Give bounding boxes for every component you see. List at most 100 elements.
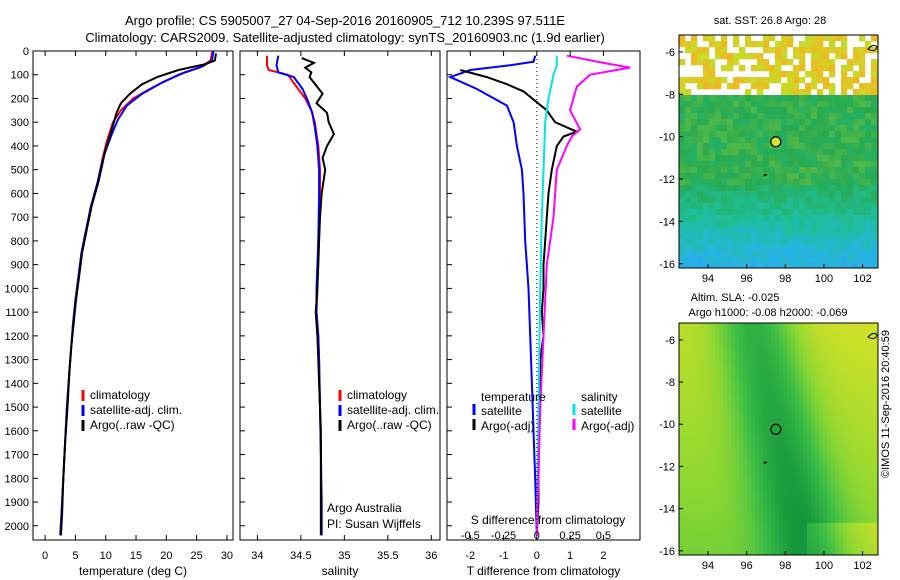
sst-map-cell [763, 257, 770, 264]
sst-map-cell [847, 59, 854, 66]
sst-map-cell [865, 239, 872, 246]
sst-map-cell [823, 215, 830, 222]
sla-map-cell [831, 347, 836, 352]
sla-map-cell [795, 343, 800, 348]
sla-map-cell [719, 423, 724, 428]
sst-map-cell [793, 89, 800, 96]
sla-map-cell [803, 507, 808, 512]
sst-map-cell [805, 251, 812, 258]
sla-map-cell [799, 459, 804, 464]
sst-map-cell [841, 125, 848, 132]
sla-map-cell [875, 463, 879, 468]
sla-map-cell [807, 371, 812, 376]
sla-map-cell [755, 551, 760, 556]
sst-map-cell [721, 215, 728, 222]
sla-map-cell [707, 387, 712, 392]
sst-map-cell [715, 227, 722, 234]
sla-map-cell [855, 391, 860, 396]
sla-map-cell [819, 355, 824, 360]
sla-map-cell [775, 367, 780, 372]
sla-map-cell [683, 355, 688, 360]
sst-map-cell [733, 125, 740, 132]
sla-map-cell [699, 543, 704, 548]
sla-map-cell [823, 443, 828, 448]
sla-map-cell [699, 451, 704, 456]
sst-map-cell [769, 203, 776, 210]
sla-map-cell [683, 347, 688, 352]
sla-map-cell [683, 551, 688, 556]
sst-map-cell [823, 173, 830, 180]
sst-map-cell [799, 161, 806, 168]
sla-map-cell [711, 363, 716, 368]
sla-map-cell [839, 487, 844, 492]
sla-map-cell [723, 503, 728, 508]
sla-map-cell [807, 391, 812, 396]
sla-map-cell [739, 387, 744, 392]
sla-map-cell [807, 423, 812, 428]
sla-map-cell [719, 455, 724, 460]
sla-map-cell [815, 363, 820, 368]
sla-map-cell [771, 383, 776, 388]
sla-map-cell [871, 335, 876, 340]
sla-map-cell [715, 443, 720, 448]
sla-map-cell [791, 435, 796, 440]
sst-map-cell [769, 197, 776, 204]
sst-map-cell [679, 263, 686, 269]
sla-map-cell [691, 423, 696, 428]
sla-map-cell [695, 351, 700, 356]
sla-map-cell [795, 347, 800, 352]
sla-map-cell [803, 351, 808, 356]
sla-map-cell [827, 511, 832, 516]
sst-map-cell [679, 137, 686, 144]
sla-map-cell [771, 391, 776, 396]
sst-map-cell [865, 113, 872, 120]
sla-map-cell [687, 475, 692, 480]
sla-map-cell [727, 455, 732, 460]
sla-map-cell [823, 475, 828, 480]
sla-map-cell [679, 527, 684, 532]
sla-map-cell [803, 511, 808, 516]
sla-map-cell [691, 535, 696, 540]
sla-map-cell [863, 451, 868, 456]
sla-map-cell [855, 515, 860, 520]
sla-map-cell [707, 371, 712, 376]
sla-map-cell [739, 547, 744, 552]
sla-map-cell [779, 323, 784, 328]
sla-map-cell [703, 519, 708, 524]
sst-map-cell [805, 155, 812, 162]
sla-map-cell [867, 355, 872, 360]
sst-map-cell [817, 143, 824, 150]
sla-map-cell [839, 463, 844, 468]
sst-map-cell [787, 251, 794, 258]
sst-map-cell [835, 95, 842, 102]
sla-map-cell [691, 415, 696, 420]
sla-map-cell [751, 507, 756, 512]
sla-map-cell [703, 411, 708, 416]
sst-map-cell [775, 65, 782, 72]
sst-map-cell [853, 77, 860, 84]
sla-map-cell [707, 451, 712, 456]
sst-map-cell [841, 101, 848, 108]
sla-map-cell [859, 515, 864, 520]
sla-map-cell [827, 367, 832, 372]
sst-map-panel [678, 34, 879, 269]
sla-map-cell [803, 531, 808, 536]
sst-map-cell [841, 227, 848, 234]
sla-map-cell [763, 531, 768, 536]
sla-map-cell [807, 475, 812, 480]
sla-map-cell [691, 327, 696, 332]
sst-map-cell [811, 41, 818, 48]
sla-map-cell [831, 551, 836, 556]
sla-map-cell [815, 355, 820, 360]
sla-map-cell [803, 403, 808, 408]
sla-map-cell [711, 523, 716, 528]
sst-map-cell [727, 197, 734, 204]
sla-map-cell [835, 471, 840, 476]
sla-map-cell [727, 527, 732, 532]
sst-map-cell [709, 107, 716, 114]
sst-map-cell [823, 65, 830, 72]
sla-map-cell [839, 551, 844, 556]
sla-map-cell [795, 503, 800, 508]
sla-map-cell [871, 491, 876, 496]
salinity-profile-series-1-line [275, 55, 323, 536]
